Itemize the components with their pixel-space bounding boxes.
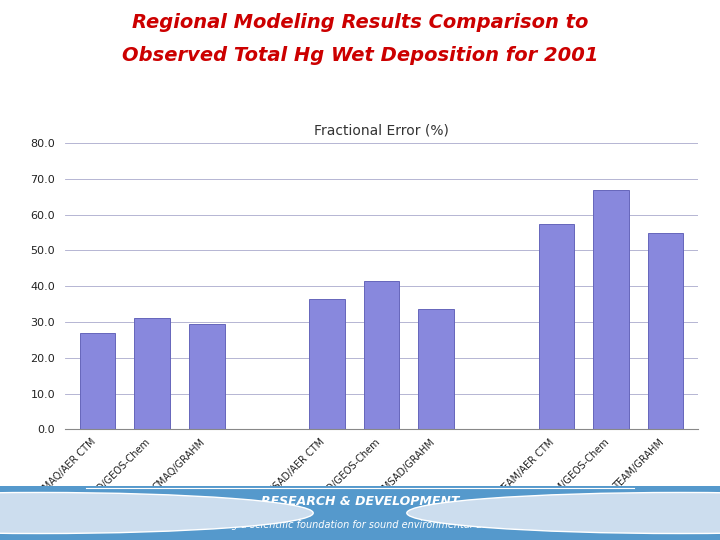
Circle shape — [0, 492, 313, 534]
Bar — [418, 309, 454, 429]
Bar — [539, 224, 574, 429]
Text: Regional Modeling Results Comparison to: Regional Modeling Results Comparison to — [132, 14, 588, 32]
Bar — [189, 324, 225, 429]
Bar — [80, 333, 115, 429]
Bar — [309, 299, 345, 429]
Circle shape — [407, 492, 720, 534]
Title: Fractional Error (%): Fractional Error (%) — [314, 124, 449, 138]
Bar — [648, 233, 683, 429]
Bar — [364, 281, 400, 429]
Text: Building a scientific foundation for sound environmental decisions: Building a scientific foundation for sou… — [199, 520, 521, 530]
Bar — [135, 319, 170, 429]
Text: Observed Total Hg Wet Deposition for 2001: Observed Total Hg Wet Deposition for 200… — [122, 46, 598, 65]
Text: RESEARCH & DEVELOPMENT: RESEARCH & DEVELOPMENT — [261, 495, 459, 508]
Bar — [593, 190, 629, 429]
